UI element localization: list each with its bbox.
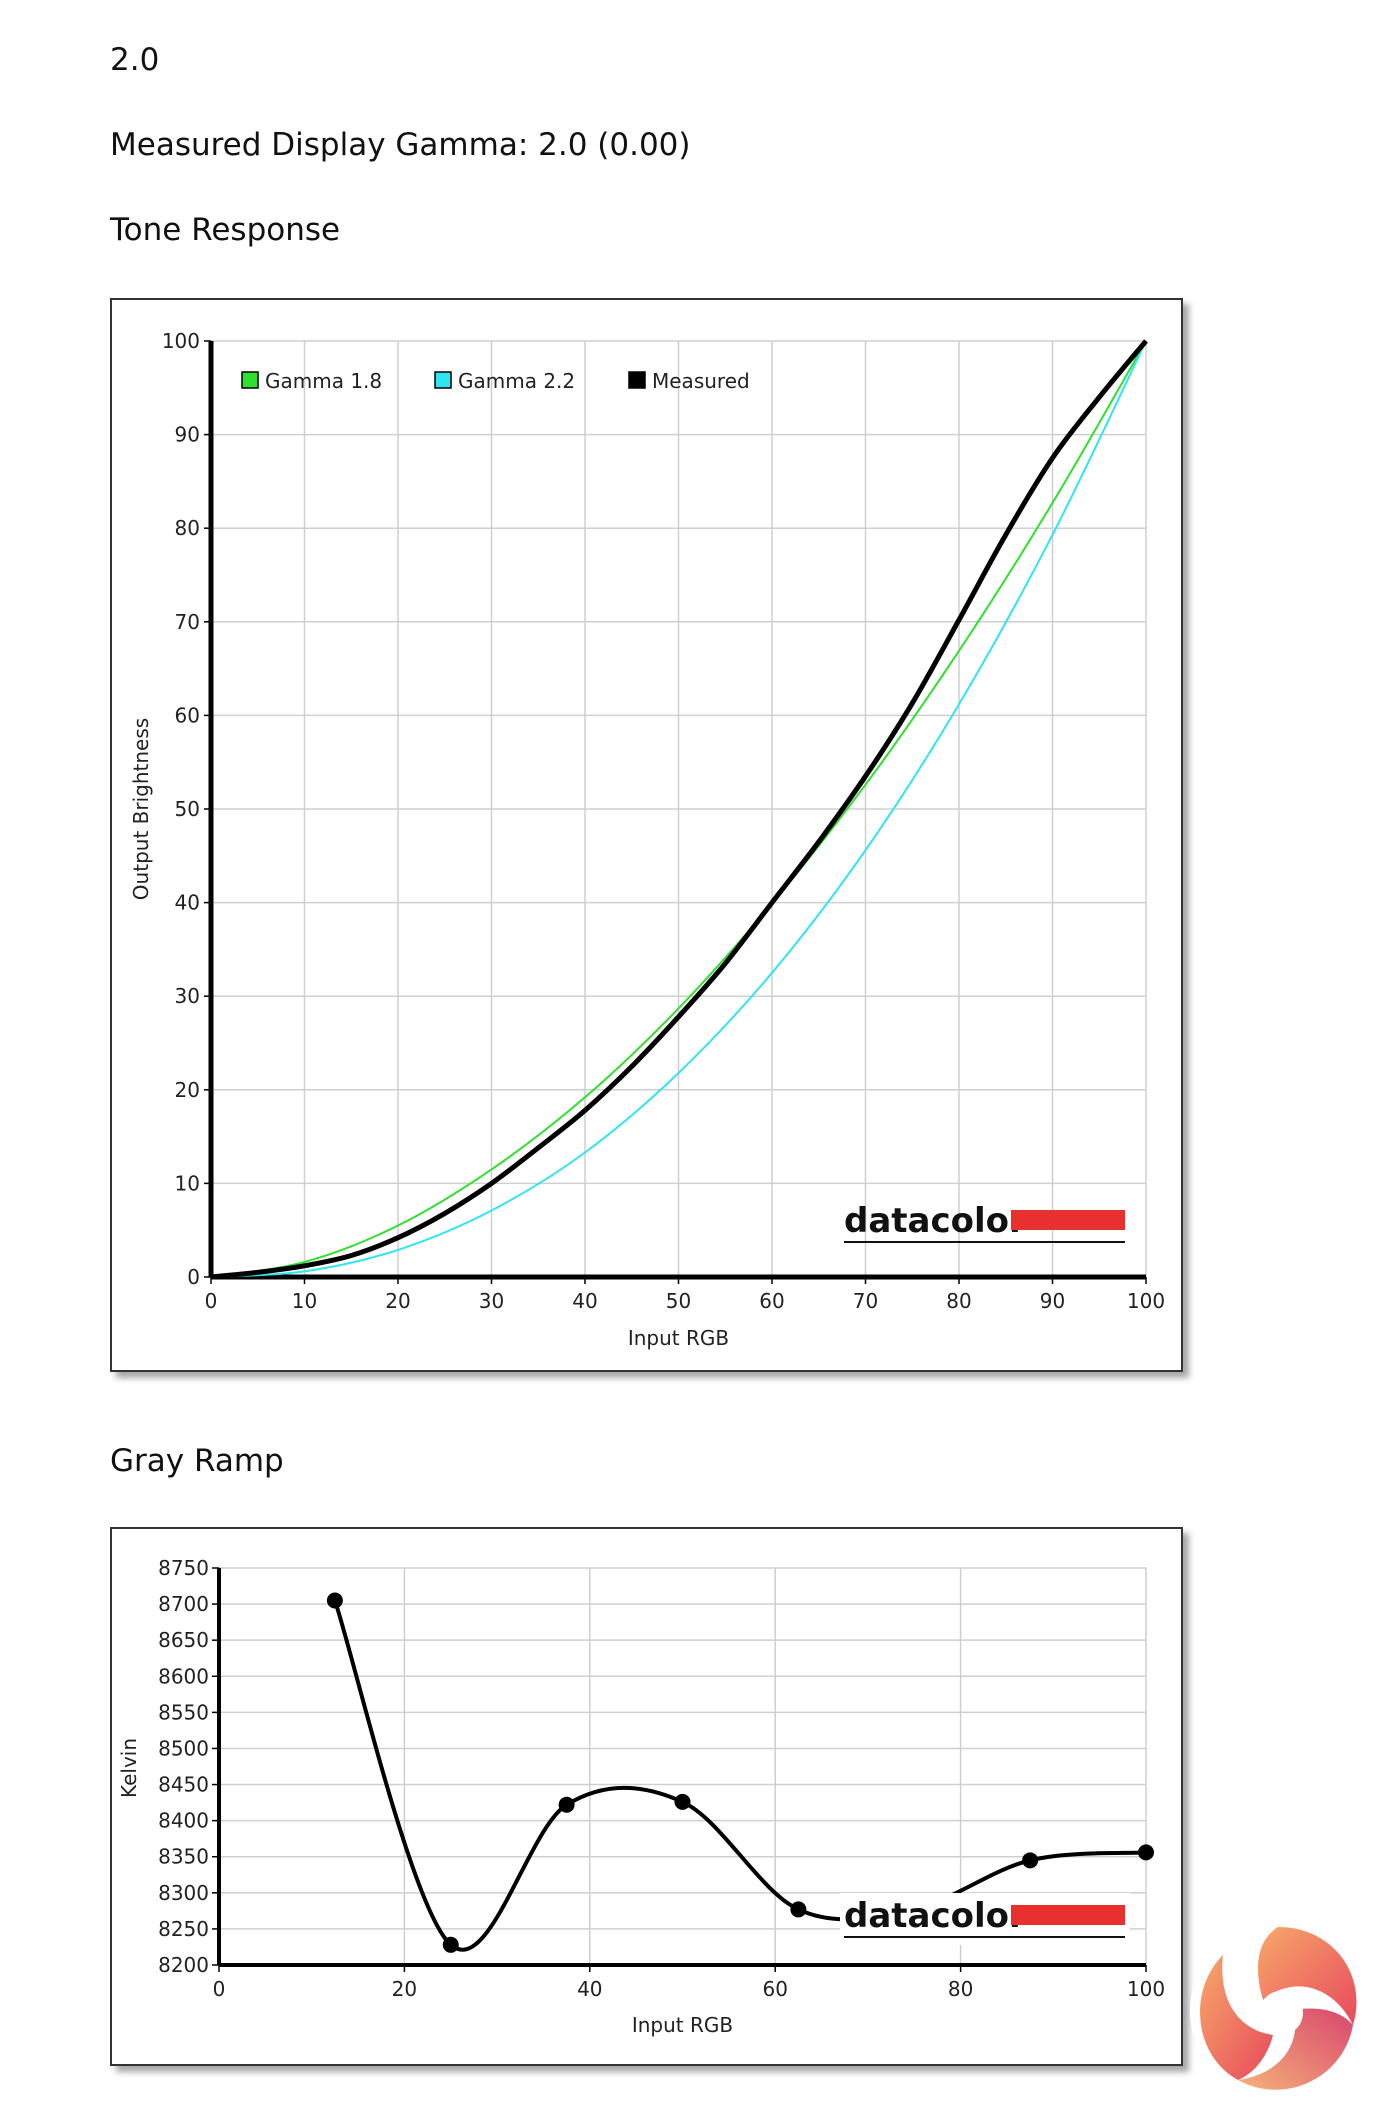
- y-tick-label: 50: [175, 797, 200, 821]
- series-line-gamma-1-8: [210, 340, 1147, 1278]
- series-line-gamma-2-2: [210, 340, 1147, 1278]
- y-tick-label: 70: [175, 610, 200, 634]
- measured-gamma-text: Measured Display Gamma: 2.0 (0.00): [110, 127, 691, 163]
- data-point: [558, 1796, 575, 1813]
- y-tick-label: 8750: [158, 1556, 209, 1580]
- x-tick-label: 0: [205, 1289, 218, 1313]
- x-tick-label: 20: [392, 1977, 417, 2001]
- y-tick-label: 8400: [158, 1809, 209, 1833]
- legend-swatch: [241, 371, 259, 389]
- y-tick-label: 8600: [158, 1664, 209, 1688]
- y-tick-label: 100: [162, 329, 200, 353]
- y-tick-label: 8550: [158, 1700, 209, 1724]
- legend-label: Measured: [652, 369, 750, 393]
- gray-ramp-title: Gray Ramp: [110, 1443, 284, 1479]
- y-tick-label: 20: [175, 1078, 200, 1102]
- y-tick-label: 8250: [158, 1917, 209, 1941]
- y-tick-label: 8450: [158, 1773, 209, 1797]
- y-tick-label: 90: [175, 423, 200, 447]
- y-tick-label: 8700: [158, 1592, 209, 1616]
- gray-ramp-chart: 0 20 40 60 80 100 8200 8250 8300 8350 8400 8450 8500…: [117, 1556, 1165, 2037]
- y-tick-label: 0: [187, 1265, 200, 1289]
- gray-ramp-chart-panel: 0 20 40 60 80 100 8200 8250 8300 8350 8400 8450 8500…: [110, 1527, 1183, 2066]
- y-tick-label: 80: [175, 516, 200, 540]
- y-tick-label: 8200: [158, 1953, 209, 1977]
- x-tick-label: 40: [572, 1289, 597, 1313]
- data-point: [674, 1793, 691, 1810]
- y-tick-label: 8650: [158, 1628, 209, 1652]
- y-tick-label: 8350: [158, 1845, 209, 1869]
- x-tick-label: 90: [1040, 1289, 1065, 1313]
- legend-swatch: [628, 371, 646, 389]
- legend-label: Gamma 1.8: [265, 369, 382, 393]
- watermark-brand-bar: [1011, 1210, 1125, 1230]
- x-axis-label: Input RGB: [632, 2013, 733, 2037]
- watermark-brand-text: datacolor: [844, 1896, 1026, 1936]
- y-tick-label: 8300: [158, 1881, 209, 1905]
- x-tick-label: 60: [762, 1977, 787, 2001]
- x-axis-label: Input RGB: [628, 1326, 729, 1350]
- x-tick-label: 50: [666, 1289, 691, 1313]
- legend-swatch: [434, 371, 452, 389]
- data-point: [790, 1901, 807, 1918]
- y-axis-label: Kelvin: [117, 1738, 141, 1798]
- x-tick-label: 80: [948, 1977, 973, 2001]
- x-tick-label: 10: [292, 1289, 317, 1313]
- x-tick-label: 80: [946, 1289, 971, 1313]
- y-tick-label: 30: [175, 984, 200, 1008]
- x-tick-label: 20: [385, 1289, 410, 1313]
- data-point: [442, 1936, 459, 1953]
- data-point: [1138, 1844, 1154, 1861]
- y-tick-label: 8500: [158, 1736, 209, 1760]
- tone-response-chart-panel: 0 10 20 30 40 50 60 70 80 90 100 0 10 20 30 40 50 60 70 80 9…: [110, 298, 1183, 1372]
- data-point: [326, 1592, 343, 1609]
- y-axis-label: Output Brightness: [129, 718, 153, 900]
- x-tick-label: 60: [759, 1289, 784, 1313]
- series-line-measured: [210, 339, 1148, 1280]
- site-logo: [1190, 1922, 1366, 2098]
- x-tick-label: 100: [1127, 1289, 1165, 1313]
- x-tick-label: 40: [577, 1977, 602, 2001]
- legend-label: Gamma 2.2: [458, 369, 575, 393]
- x-tick-label: 0: [213, 1977, 226, 2001]
- tone-response-title: Tone Response: [110, 212, 341, 248]
- tone-response-chart: 0 10 20 30 40 50 60 70 80 90 100 0 10 20 30 40 50 60 70 80 9…: [129, 329, 1165, 1350]
- y-tick-label: 60: [175, 703, 200, 727]
- watermark-brand-text: datacolor: [844, 1201, 1026, 1241]
- x-tick-label: 70: [853, 1289, 878, 1313]
- x-tick-label: 30: [479, 1289, 504, 1313]
- y-tick-label: 40: [175, 891, 200, 915]
- x-tick-label: 100: [1127, 1977, 1165, 2001]
- gamma-target-value: 2.0: [110, 42, 160, 78]
- watermark-brand-bar: [1011, 1905, 1125, 1925]
- y-tick-label: 10: [175, 1171, 200, 1195]
- data-point: [1022, 1852, 1039, 1869]
